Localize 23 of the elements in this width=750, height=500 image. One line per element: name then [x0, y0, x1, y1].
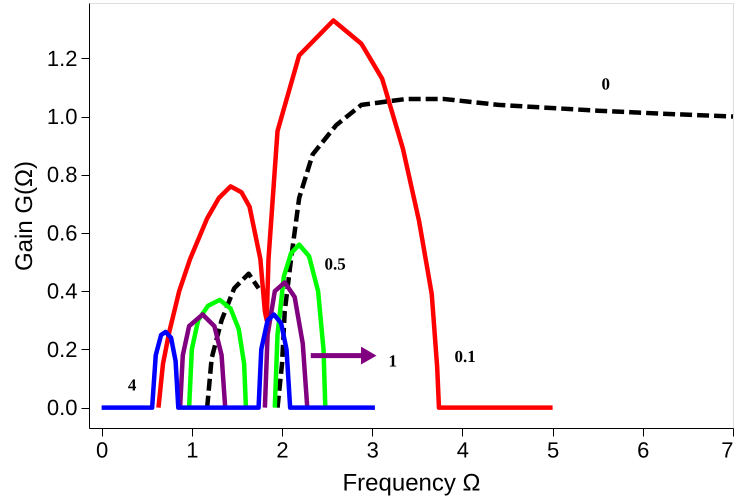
- series-label: 0: [601, 74, 610, 94]
- y-tick-label: 0.4: [46, 278, 78, 304]
- y-axis-title: Gain G(Ω): [10, 161, 38, 271]
- y-tick-label: 0.2: [46, 336, 78, 362]
- series-label: 4: [128, 376, 137, 395]
- x-tick-label: 4: [456, 438, 470, 462]
- y-tick-label: 0.8: [46, 162, 78, 188]
- y-tick-label: 1.0: [46, 104, 78, 130]
- legend-label: 1: [388, 352, 398, 371]
- x-tick-label: 2: [276, 438, 289, 462]
- x-tick-label: 1: [186, 438, 198, 462]
- y-tick-label: 1.2: [46, 46, 78, 71]
- series-label: 0.1: [454, 346, 476, 366]
- x-tick-label: 3: [366, 438, 379, 462]
- x-tick-label: 0: [96, 438, 108, 462]
- line-series: [156, 18, 555, 410]
- x-tick-label: 6: [637, 438, 650, 462]
- y-tick-label: 0.0: [46, 395, 78, 420]
- series-label: 0.5: [324, 254, 346, 274]
- x-tick-label: 5: [546, 438, 560, 462]
- x-tick-label: 7: [721, 438, 734, 462]
- x-axis-title: Frequency Ω: [342, 470, 480, 496]
- y-tick-label: 0.6: [46, 220, 78, 246]
